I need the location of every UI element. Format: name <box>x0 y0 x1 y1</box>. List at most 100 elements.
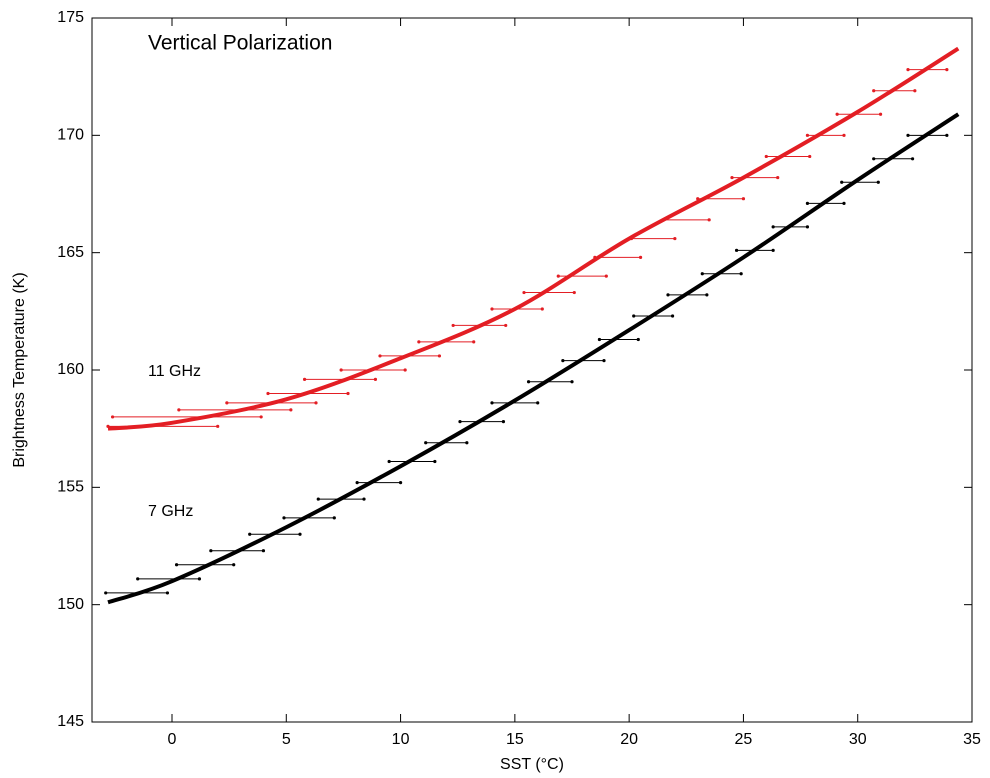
error-bar-end <box>945 133 949 137</box>
error-bar-end <box>282 516 286 520</box>
error-bar-end <box>424 441 428 445</box>
error-bar-end <box>945 68 949 72</box>
error-bar-end <box>387 459 391 464</box>
error-bar-end <box>673 236 677 241</box>
error-bar-end <box>741 197 746 201</box>
error-bar-end <box>805 133 810 137</box>
y-tick-label: 155 <box>57 479 84 496</box>
x-tick-label: 20 <box>620 731 638 748</box>
series-label: 7 GHz <box>148 503 193 520</box>
error-bar-end <box>734 248 739 252</box>
error-bar-end <box>504 323 508 328</box>
error-bar-end <box>840 180 844 184</box>
error-bar-end <box>805 201 810 205</box>
x-tick-label: 35 <box>963 731 981 748</box>
error-bar-end <box>232 563 236 567</box>
error-bar-end <box>707 218 711 222</box>
error-bar-end <box>602 359 606 363</box>
error-bar-end <box>501 420 506 424</box>
error-bar-end <box>764 154 768 159</box>
error-bar-end <box>638 255 643 259</box>
x-axis-label: SST (°C) <box>500 756 564 773</box>
x-tick-label: 15 <box>506 731 524 748</box>
x-tick-label: 5 <box>282 731 291 748</box>
error-bar-end <box>842 201 846 205</box>
error-bar-end <box>225 401 229 405</box>
error-bar-end <box>316 497 320 501</box>
error-bar-end <box>739 272 743 276</box>
error-bar-end <box>700 272 704 276</box>
error-bar-end <box>362 497 366 501</box>
error-bar-end <box>636 337 640 342</box>
error-bar-end <box>417 340 421 344</box>
error-bar-end <box>136 577 140 581</box>
error-bar-end <box>437 354 442 358</box>
error-bar-end <box>177 408 181 412</box>
error-bar-end <box>261 549 266 553</box>
fit-line <box>107 112 960 605</box>
error-bar-end <box>670 314 675 318</box>
error-bar-end <box>771 225 775 229</box>
error-bar-end <box>346 391 350 396</box>
x-tick-label: 0 <box>168 731 177 748</box>
error-bar-end <box>433 459 437 464</box>
error-bar-end <box>197 577 202 581</box>
error-bar-end <box>842 133 846 137</box>
error-bar-end <box>906 133 910 137</box>
error-bar-end <box>248 532 252 536</box>
error-bar-end <box>872 89 876 93</box>
error-bar-end <box>458 420 462 424</box>
error-bar-end <box>526 380 531 384</box>
error-bar-end <box>570 380 574 384</box>
error-bar-end <box>540 307 544 311</box>
error-bar-end <box>913 89 917 93</box>
error-bar-end <box>302 377 307 381</box>
error-bar-end <box>174 563 179 567</box>
error-bar-end <box>572 290 576 295</box>
error-bar-end <box>465 441 469 445</box>
x-tick-label: 10 <box>392 731 410 748</box>
error-bar-end <box>209 549 213 553</box>
error-bar-end <box>597 337 602 342</box>
error-bar-end <box>906 68 910 72</box>
error-bar-end <box>104 591 108 595</box>
y-tick-label: 170 <box>57 127 84 144</box>
error-bar-end <box>776 175 780 180</box>
y-tick-label: 175 <box>57 9 84 26</box>
error-bar-end <box>472 340 476 344</box>
x-tick-label: 30 <box>849 731 867 748</box>
y-tick-label: 145 <box>57 713 84 730</box>
series-label: 11 GHz <box>148 363 201 380</box>
error-bar-end <box>771 248 775 252</box>
error-bar-end <box>666 293 670 297</box>
error-bar-end <box>561 359 565 363</box>
error-bar-end <box>259 415 263 419</box>
error-bar-end <box>556 274 560 278</box>
error-bar-end <box>165 591 170 595</box>
error-bar-end <box>110 415 115 419</box>
error-bar-end <box>339 368 343 372</box>
error-bar-end <box>808 154 812 159</box>
error-bar-end <box>355 481 359 485</box>
error-bar-end <box>332 516 336 520</box>
error-bar-end <box>835 112 839 116</box>
error-bar-end <box>878 112 883 116</box>
y-axis-label: Brightness Temperature (K) <box>11 272 28 467</box>
error-bar-end <box>378 354 382 358</box>
error-bar-end <box>403 368 407 372</box>
error-bar-end <box>451 323 455 328</box>
error-bar-end <box>805 225 810 229</box>
y-tick-label: 150 <box>57 596 84 613</box>
error-bar-end <box>289 408 293 412</box>
error-bar-end <box>876 180 880 184</box>
error-bar-end <box>705 293 709 297</box>
error-bar-end <box>872 157 876 161</box>
error-bar-end <box>604 274 608 278</box>
error-bar-end <box>490 307 494 311</box>
error-bar-end <box>632 314 636 318</box>
error-bar-end <box>373 377 378 381</box>
error-bar-end <box>398 481 403 485</box>
y-tick-label: 160 <box>57 361 84 378</box>
error-bar-end <box>536 401 540 405</box>
